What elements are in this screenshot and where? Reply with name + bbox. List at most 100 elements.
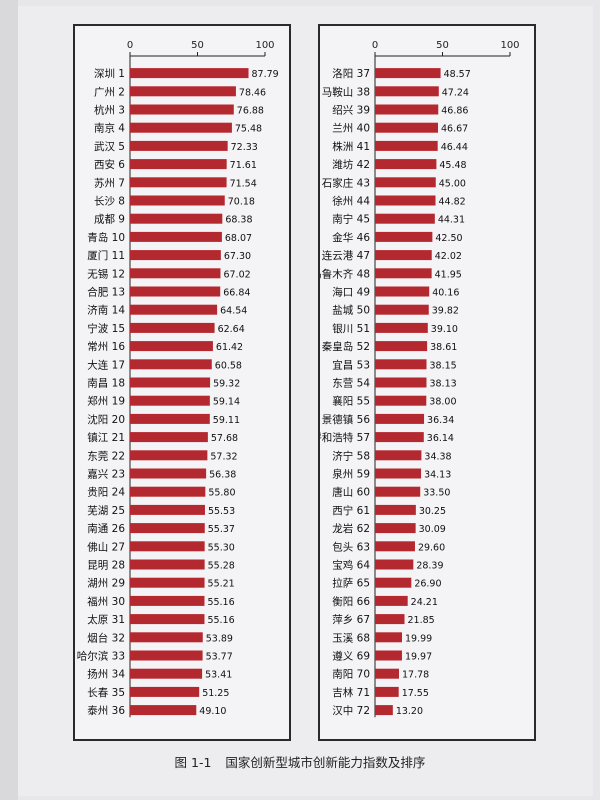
- bar: [130, 668, 203, 679]
- category-label: 扬州 34: [87, 668, 125, 681]
- category-label: 武汉 5: [94, 140, 125, 153]
- value-label: 39.82: [432, 306, 459, 317]
- bar: [130, 595, 205, 606]
- value-label: 71.54: [230, 178, 257, 189]
- bar: [130, 486, 206, 497]
- value-label: 46.44: [441, 142, 468, 153]
- x-tick-label: 100: [255, 40, 274, 51]
- bar: [130, 468, 207, 479]
- bar: [375, 541, 415, 552]
- category-label: 南阳 70: [332, 668, 370, 681]
- category-label: 泉州 59: [332, 468, 370, 481]
- value-label: 55.80: [208, 488, 235, 499]
- category-label: 秦皇岛 52: [322, 340, 370, 353]
- bar: [130, 395, 210, 406]
- category-label: 兰州 40: [332, 122, 370, 135]
- category-label: 青岛 10: [87, 231, 125, 244]
- chart-panel-right: 0 50 100 洛阳 37 48.57 马鞍山 38 47.24 绍兴 39 46.86 兰州 …: [318, 24, 536, 741]
- bar: [375, 377, 427, 388]
- value-label: 55.53: [208, 506, 235, 517]
- category-label: 沈阳 20: [87, 413, 125, 426]
- category-label: 常州 16: [87, 340, 125, 353]
- category-label: 湖州 29: [87, 578, 125, 590]
- value-label: 70.18: [228, 197, 255, 208]
- category-label: 宝鸡 64: [332, 559, 370, 572]
- value-label: 62.64: [218, 324, 245, 335]
- bar: [375, 122, 439, 133]
- bar: [375, 577, 412, 588]
- value-label: 68.07: [225, 233, 252, 244]
- x-tick-label: 0: [127, 40, 133, 51]
- category-label: 东莞 22: [87, 449, 125, 462]
- category-label: 景德镇 56: [322, 413, 371, 426]
- bar: [130, 231, 222, 242]
- category-label: 南京 4: [94, 122, 125, 135]
- category-label: 宜昌 53: [332, 358, 370, 371]
- value-label: 55.21: [208, 579, 235, 590]
- bar: [375, 104, 439, 115]
- bar: [375, 705, 393, 716]
- value-label: 48.57: [444, 69, 471, 80]
- value-label: 59.11: [213, 415, 240, 426]
- value-label: 42.02: [435, 251, 462, 262]
- bar: [130, 104, 234, 115]
- category-label: 洛阳 37: [332, 67, 370, 80]
- value-label: 44.31: [438, 215, 465, 226]
- value-label: 64.54: [220, 306, 247, 317]
- bar: [130, 504, 205, 515]
- bar: [375, 250, 432, 261]
- value-label: 55.16: [207, 597, 234, 608]
- category-label: 包头 63: [332, 540, 370, 553]
- category-label: 广州 2: [94, 86, 125, 98]
- bar: [130, 122, 232, 133]
- category-label: 乌鲁木齐 48: [320, 267, 370, 280]
- figure-caption: 图 1-1 国家创新型城市创新能力指数及排序: [0, 752, 600, 771]
- category-label: 济宁 58: [332, 449, 370, 462]
- category-label: 杭州 3: [94, 104, 125, 117]
- bar: [130, 268, 221, 279]
- value-label: 30.25: [419, 506, 446, 517]
- bar: [375, 632, 402, 643]
- value-label: 41.95: [435, 269, 462, 280]
- value-label: 57.68: [211, 433, 238, 444]
- value-label: 38.15: [430, 360, 457, 371]
- value-label: 53.41: [205, 670, 232, 681]
- bar: [130, 523, 205, 534]
- bar: [375, 159, 437, 170]
- category-label: 贵阳 24: [87, 486, 125, 499]
- x-tick-label: 50: [191, 40, 204, 51]
- value-label: 75.48: [235, 124, 262, 135]
- figure-title: 国家创新型城市创新能力指数及排序: [225, 755, 426, 770]
- category-label: 连云港 47: [322, 249, 370, 262]
- bar: [375, 413, 425, 424]
- bar: [375, 395, 427, 406]
- bar: [375, 195, 436, 206]
- value-label: 67.02: [223, 269, 250, 280]
- value-label: 42.50: [435, 233, 462, 244]
- category-label: 昆明 28: [87, 560, 125, 572]
- bar-chart-right: 0 50 100 洛阳 37 48.57 马鞍山 38 47.24 绍兴 39 46.86 兰州 …: [320, 40, 520, 718]
- category-label: 徐州 44: [332, 195, 370, 208]
- bar: [130, 86, 236, 97]
- category-label: 绍兴 39: [332, 104, 370, 117]
- category-label: 呼和浩特 57: [320, 432, 370, 444]
- bar: [375, 86, 439, 97]
- value-label: 46.67: [441, 124, 468, 135]
- category-label: 合肥 13: [87, 286, 125, 299]
- value-label: 34.13: [424, 470, 451, 481]
- category-label: 萍乡 67: [332, 614, 370, 626]
- bar: [375, 322, 428, 333]
- value-label: 26.90: [414, 579, 441, 590]
- bar: [130, 286, 221, 297]
- category-label: 长春 35: [87, 687, 125, 699]
- bar: [375, 359, 427, 370]
- bar: [375, 432, 424, 443]
- bar: [375, 523, 416, 534]
- value-label: 61.42: [216, 342, 243, 353]
- category-label: 西安 6: [94, 158, 125, 171]
- bar: [130, 632, 203, 643]
- bar: [130, 559, 205, 570]
- x-tick-label: 100: [500, 40, 519, 51]
- category-label: 金华 46: [332, 231, 370, 244]
- value-label: 29.60: [418, 542, 445, 553]
